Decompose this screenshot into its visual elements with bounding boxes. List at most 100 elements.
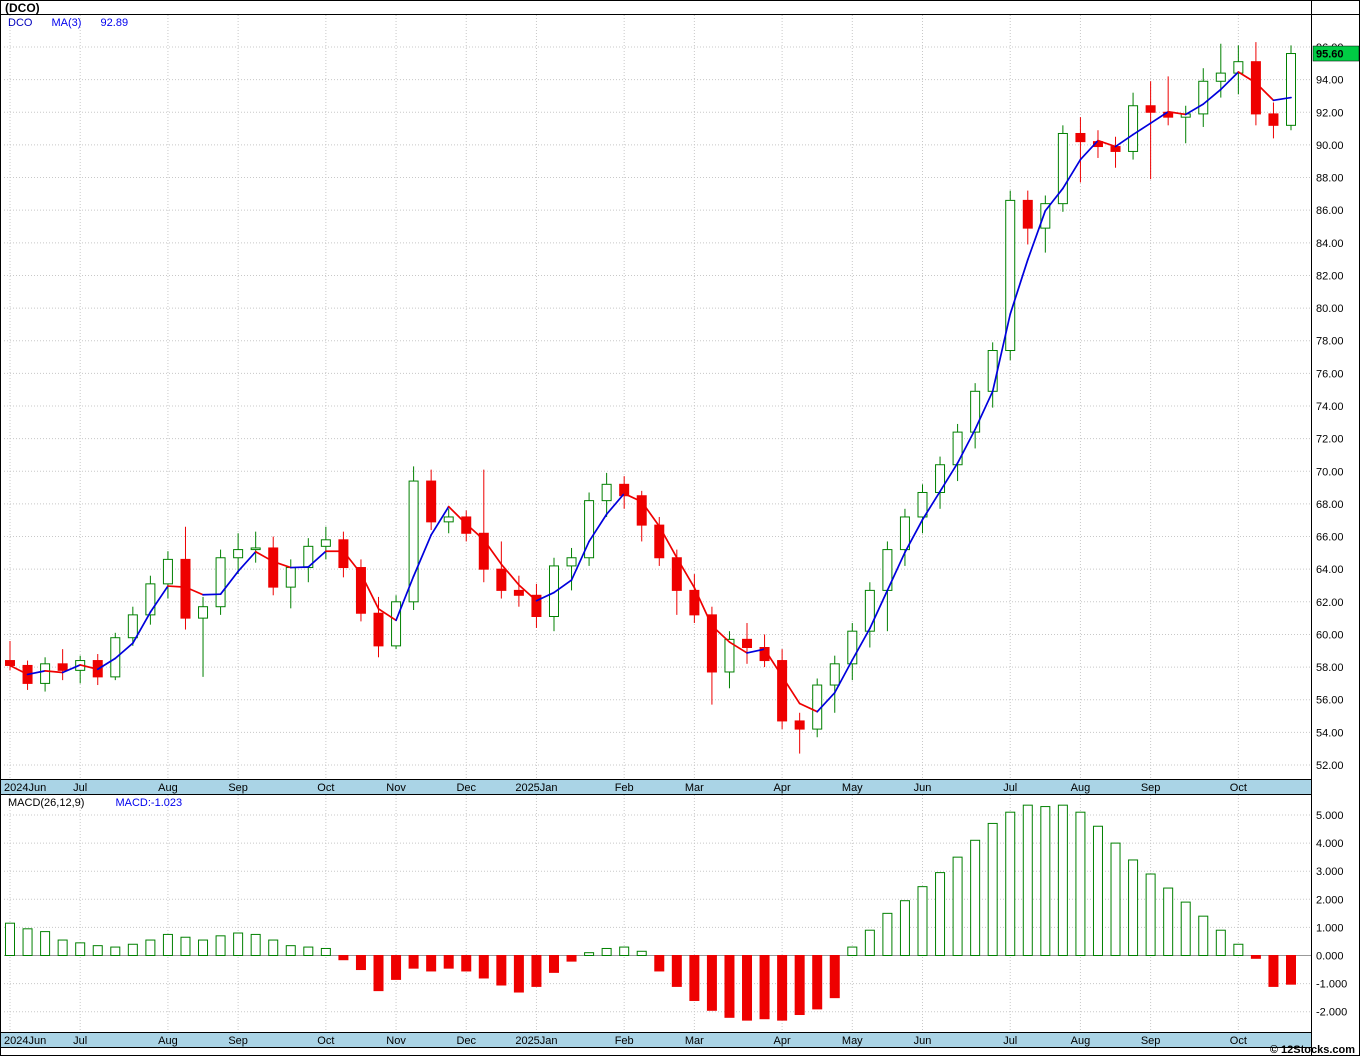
macd-bar-positive [145, 939, 156, 956]
macd-bar-negative [1268, 955, 1279, 987]
candle-body [935, 464, 946, 493]
macd-bar-positive [198, 939, 209, 956]
price-tick-label: 72.00 [1316, 434, 1344, 446]
candle-body [355, 567, 366, 614]
ma-line-segment [482, 538, 503, 566]
ma-line-segment [377, 608, 397, 622]
ma-line-segment [1026, 209, 1047, 261]
macd-bar-negative [777, 955, 788, 1021]
ma-line-segment [640, 500, 661, 528]
price-tick-label: 82.00 [1316, 270, 1344, 282]
candle-body [408, 480, 419, 603]
candle-body [1075, 132, 1086, 143]
candle-body [443, 516, 454, 523]
macd-tick-label: 4.000 [1316, 838, 1344, 850]
ma-line-segment [921, 490, 941, 521]
month-label: Jul [73, 782, 87, 794]
price-tick-label: 78.00 [1316, 336, 1344, 348]
month-label: Feb [615, 1035, 634, 1047]
ma-line-segment [1079, 139, 1099, 161]
ma-line-segment [956, 428, 976, 464]
ma-line-segment [658, 525, 678, 559]
month-label: 2024Jun [4, 1035, 46, 1047]
ma-line-segment [149, 585, 169, 613]
month-label: Feb [615, 782, 634, 794]
ma-line-segment [1202, 88, 1222, 105]
month-label: Nov [386, 1035, 406, 1047]
ma-line-segment [395, 575, 415, 622]
ma-line-segment [605, 492, 626, 516]
macd-tick-label: 3.000 [1316, 866, 1344, 878]
macd-bar-positive [1215, 929, 1226, 957]
macd-bar-positive [1163, 887, 1174, 956]
macd-bar-positive [57, 939, 68, 956]
candle-body [1198, 80, 1209, 115]
candle-body [759, 647, 770, 662]
macd-bar-positive [1145, 873, 1156, 957]
price-tick-label: 76.00 [1316, 368, 1344, 380]
macd-bar-positive [1233, 943, 1244, 957]
ma-line-segment [886, 551, 906, 592]
candle-body [864, 589, 875, 632]
ma-line-segment [202, 593, 222, 596]
ma-line-segment [781, 675, 801, 705]
price-tick-label: 74.00 [1316, 401, 1344, 413]
month-label: Oct [1230, 782, 1247, 794]
ma-line-segment [851, 627, 871, 661]
price-tick-label: 64.00 [1316, 564, 1344, 576]
ma-line-segment [553, 579, 573, 594]
ma-line-segment [570, 540, 590, 581]
macd-bar-negative [443, 955, 454, 969]
ma-line-segment [289, 566, 310, 569]
macd-bar-positive [864, 929, 875, 957]
macd-bar-negative [706, 955, 717, 1011]
month-label: Dec [456, 1035, 476, 1047]
macd-bar-positive [1005, 811, 1016, 956]
ma-line-segment [1184, 103, 1205, 116]
macd-tick-label: 0.000 [1316, 951, 1344, 963]
ma-line-segment [1114, 133, 1134, 148]
price-tick-label: 70.00 [1316, 466, 1344, 478]
macd-bar-negative [671, 955, 682, 987]
price-tick-label: 84.00 [1316, 238, 1344, 250]
ma-line-segment [96, 657, 117, 671]
macd-bar-negative [478, 955, 489, 979]
candle-body [1022, 199, 1033, 229]
macd-bar-positive [285, 945, 296, 956]
ma-line-segment [798, 702, 819, 713]
macd-bar-negative [408, 955, 419, 969]
month-label: Aug [1071, 782, 1091, 794]
candle-body [1268, 113, 1279, 126]
ma-line-segment [675, 556, 696, 589]
macd-bar-positive [1057, 804, 1068, 956]
ma-line-segment [307, 550, 327, 568]
ma-line-segment [184, 586, 204, 596]
candle-body [1040, 203, 1051, 229]
ma-line-segment [9, 664, 29, 676]
candle-body [127, 614, 138, 639]
macd-bar-negative [566, 955, 577, 962]
macd-bar-positive [935, 872, 946, 956]
month-label: Oct [1230, 1035, 1247, 1047]
ma-line-segment [939, 462, 959, 493]
ma-line-segment [1167, 110, 1187, 116]
candle-body [724, 638, 735, 673]
macd-bar-positive [110, 946, 121, 957]
month-label: Aug [158, 1035, 178, 1047]
month-label: Apr [774, 1035, 791, 1047]
price-tick-label: 88.00 [1316, 173, 1344, 185]
macd-bar-negative [1250, 955, 1261, 959]
macd-bar-positive [75, 942, 86, 956]
candle-body [531, 594, 542, 617]
macd-tick-label: 2.000 [1316, 894, 1344, 906]
month-label: Oct [317, 1035, 334, 1047]
macd-bar-positive [127, 943, 138, 957]
ma-line-segment [1255, 82, 1275, 102]
candle-body [145, 583, 156, 616]
ma-line-segment [623, 492, 643, 503]
ma-line-segment [272, 560, 292, 569]
main-chart-legend: DCO MA(3) 92.89 [8, 17, 144, 29]
macd-bar-negative [338, 955, 349, 961]
month-label: Sep [228, 1035, 248, 1047]
month-label: Jun [914, 782, 932, 794]
